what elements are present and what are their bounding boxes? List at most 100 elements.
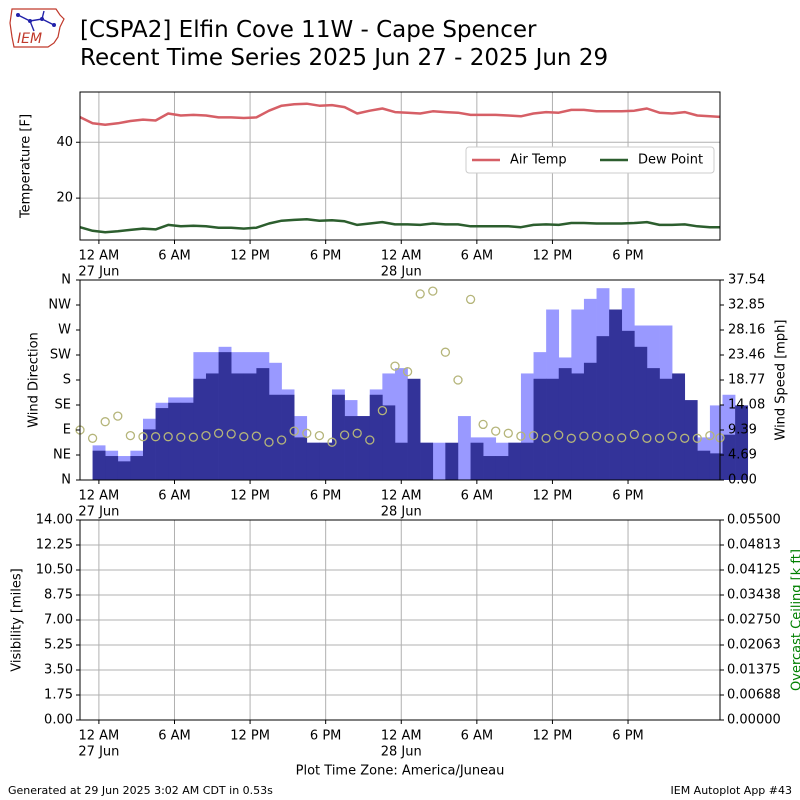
direction-tick-label: N bbox=[61, 473, 71, 488]
wind-direction-point bbox=[176, 432, 186, 442]
wind-direction-point bbox=[604, 433, 614, 443]
x-tick-sublabel: 28 Jun bbox=[381, 745, 422, 760]
wind-speed-bar bbox=[571, 373, 585, 480]
wind-speed-bar bbox=[193, 378, 207, 480]
ceiling-tick-label: 0.03438 bbox=[727, 588, 781, 603]
direction-tick-label: E bbox=[63, 423, 71, 438]
wind-speed-bar bbox=[130, 456, 144, 480]
wind-direction-point bbox=[491, 426, 501, 436]
wind-direction-point bbox=[465, 294, 476, 305]
wind-direction-point bbox=[554, 430, 564, 440]
x-tick-label: 12 PM bbox=[230, 249, 270, 264]
ceiling-tick-label: 0.02750 bbox=[727, 613, 781, 628]
y-tick-label: 40 bbox=[56, 135, 73, 150]
x-tick-label: 6 PM bbox=[612, 249, 643, 264]
visibility-tick-label: 10.50 bbox=[36, 563, 73, 578]
x-tick-label: 12 PM bbox=[533, 729, 573, 744]
wind-speed-bar bbox=[483, 456, 497, 480]
speed-tick-label: 32.85 bbox=[728, 298, 765, 313]
wind-speed-bar bbox=[533, 378, 547, 480]
wind-speed-bar bbox=[583, 362, 597, 480]
wind-speed-axis-label: Wind Speed [mph] bbox=[774, 320, 789, 441]
wind-direction-point bbox=[428, 286, 438, 296]
wind-speed-bar bbox=[445, 442, 459, 480]
x-tick-label: 12 AM bbox=[78, 489, 119, 504]
x-tick-label: 12 AM bbox=[381, 729, 422, 744]
wind-speed-bar bbox=[231, 373, 245, 480]
wind-direction-point bbox=[654, 433, 665, 443]
chart-title-line-1: [CSPA2] Elfin Cove 11W - Cape Spencer bbox=[80, 17, 537, 43]
visibility-tick-label: 7.00 bbox=[44, 613, 73, 628]
logo-node bbox=[40, 17, 44, 21]
wind-speed-bar bbox=[331, 394, 345, 480]
wind-direction-point bbox=[289, 426, 299, 436]
wind-direction-point bbox=[188, 432, 199, 442]
direction-tick-label: SW bbox=[50, 348, 71, 363]
wind-direction-point bbox=[503, 428, 513, 438]
wind-speed-bar bbox=[357, 416, 371, 480]
wind-direction-point bbox=[251, 431, 262, 441]
wind-speed-bar bbox=[294, 437, 308, 480]
x-tick-sublabel: 27 Jun bbox=[78, 745, 119, 760]
wind-speed-bar bbox=[558, 368, 572, 480]
x-tick-label: 6 PM bbox=[310, 249, 341, 264]
ceiling-tick-label: 0.00000 bbox=[727, 713, 781, 728]
visibility-tick-label: 5.25 bbox=[44, 638, 73, 653]
x-tick-sublabel: 27 Jun bbox=[78, 265, 119, 280]
ceiling-tick-label: 0.00688 bbox=[727, 688, 781, 703]
wind-direction-point bbox=[440, 347, 451, 357]
wind-direction-point bbox=[705, 430, 715, 441]
wind-direction-point bbox=[617, 433, 627, 443]
logo-node bbox=[52, 23, 56, 27]
chart-title-line-2: Recent Time Series 2025 Jun 27 - 2025 Ju… bbox=[80, 45, 609, 71]
wind-direction-point bbox=[302, 428, 312, 438]
wind-speed-bar bbox=[420, 442, 434, 480]
wind-speed-bar bbox=[117, 461, 131, 480]
dew-point-line bbox=[79, 218, 720, 234]
visibility-tick-label: 8.75 bbox=[44, 588, 73, 603]
visibility-tick-label: 1.75 bbox=[44, 688, 73, 703]
wind-speed-bar bbox=[646, 368, 660, 480]
wind-speed-bar bbox=[394, 442, 408, 480]
wind-direction-point bbox=[327, 437, 337, 447]
legend-label-dew-point: Dew Point bbox=[638, 153, 703, 168]
wind-gust-bar bbox=[432, 442, 446, 480]
wind-direction-point bbox=[365, 435, 375, 445]
speed-tick-label: 0.00 bbox=[728, 473, 757, 488]
wind-direction-point bbox=[226, 429, 236, 439]
wind-direction-axis-label: Wind Direction bbox=[27, 332, 42, 428]
wind-direction-point bbox=[692, 433, 702, 443]
wind-speed-bar bbox=[382, 405, 396, 480]
speed-tick-label: 4.69 bbox=[728, 448, 757, 463]
x-tick-label: 12 AM bbox=[381, 489, 422, 504]
wind-gust-bar bbox=[457, 416, 471, 480]
wind-speed-bar bbox=[672, 373, 686, 480]
wind-speed-bar bbox=[92, 450, 106, 480]
wind-speed-bar bbox=[546, 378, 560, 480]
legend-label-air-temp: Air Temp bbox=[510, 153, 567, 168]
wind-speed-bar bbox=[709, 453, 723, 480]
wind-speed-bar bbox=[180, 402, 194, 480]
wind-speed-bar bbox=[281, 394, 295, 480]
visibility-tick-label: 14.00 bbox=[36, 513, 73, 528]
wind-speed-bar bbox=[735, 405, 749, 480]
wind-direction-point bbox=[276, 435, 287, 445]
wind-direction-point bbox=[402, 367, 413, 377]
x-tick-label: 12 PM bbox=[533, 489, 573, 504]
speed-tick-label: 23.46 bbox=[728, 348, 765, 363]
logo-node bbox=[16, 13, 20, 17]
ceiling-axis-label: Overcast Ceiling [k ft] bbox=[790, 549, 800, 691]
x-tick-label: 6 AM bbox=[461, 729, 494, 744]
wind-direction-point bbox=[541, 433, 551, 443]
wind-speed-bar bbox=[268, 394, 282, 480]
wind-speed-bar bbox=[155, 408, 169, 480]
wind-speed-bar bbox=[256, 368, 270, 480]
x-tick-label: 6 PM bbox=[310, 729, 341, 744]
x-tick-label: 6 AM bbox=[461, 249, 494, 264]
visibility-tick-label: 0.00 bbox=[44, 713, 73, 728]
direction-tick-label: N bbox=[61, 273, 71, 288]
wind-direction-point bbox=[453, 375, 463, 385]
wind-direction-point bbox=[213, 428, 224, 438]
wind-speed-bar bbox=[470, 442, 484, 480]
